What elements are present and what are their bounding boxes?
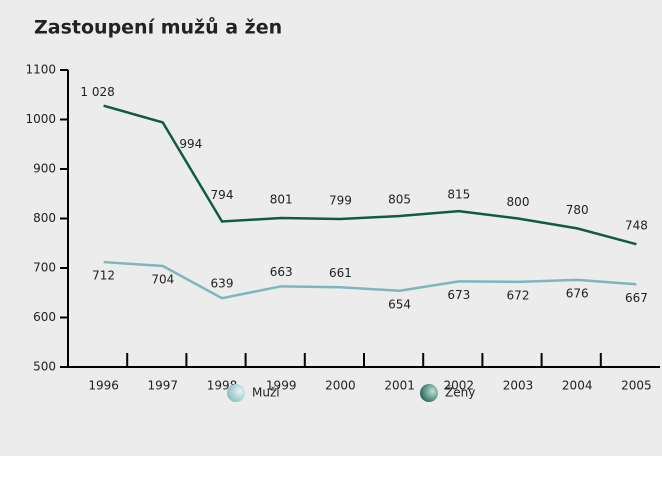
data-label: 663 [270, 265, 293, 279]
y-tick-label: 600 [33, 310, 56, 324]
y-tick-label: 800 [33, 211, 56, 225]
data-label: 639 [211, 277, 234, 291]
x-tick-label: 2004 [562, 379, 593, 393]
data-label: 667 [625, 291, 648, 305]
data-label: 801 [270, 193, 293, 207]
x-tick-label: 1996 [88, 379, 119, 393]
data-label: 661 [329, 266, 352, 280]
data-label: 672 [507, 288, 530, 302]
data-label: 673 [447, 288, 470, 302]
data-label: 676 [566, 286, 589, 300]
legend-label: Ženy [445, 385, 475, 400]
x-tick-label: 2001 [384, 379, 415, 393]
data-label: 654 [388, 297, 411, 311]
x-tick-label: 2000 [325, 379, 356, 393]
x-tick-label: 2002 [444, 379, 475, 393]
y-tick-label: 700 [33, 261, 56, 275]
data-label: 794 [211, 188, 234, 202]
x-tick-label: 2003 [503, 379, 534, 393]
legend-label: Muži [252, 386, 280, 400]
data-label: 1 028 [80, 85, 114, 99]
y-tick-label: 500 [33, 360, 56, 374]
legend-swatch [227, 384, 245, 402]
y-tick-label: 900 [33, 162, 56, 176]
chart-title: Zastoupení mužů a žen [34, 16, 282, 39]
y-tick-label: 1000 [25, 112, 56, 126]
data-label: 780 [566, 203, 589, 217]
x-tick-label: 2005 [621, 379, 652, 393]
series-line [103, 104, 637, 246]
data-label: 994 [179, 137, 202, 151]
data-label: 712 [92, 269, 115, 283]
data-label: 800 [507, 195, 530, 209]
data-label: 805 [388, 193, 411, 207]
background [0, 0, 662, 456]
data-label: 799 [329, 193, 352, 207]
series-line [103, 260, 637, 300]
y-tick-label: 1100 [25, 63, 56, 77]
x-tick-label: 1999 [266, 379, 297, 393]
legend-swatch [420, 384, 438, 402]
data-label: 815 [447, 188, 470, 202]
data-label: 704 [151, 273, 174, 287]
x-tick-label: 1997 [148, 379, 179, 393]
data-label: 748 [625, 219, 648, 233]
